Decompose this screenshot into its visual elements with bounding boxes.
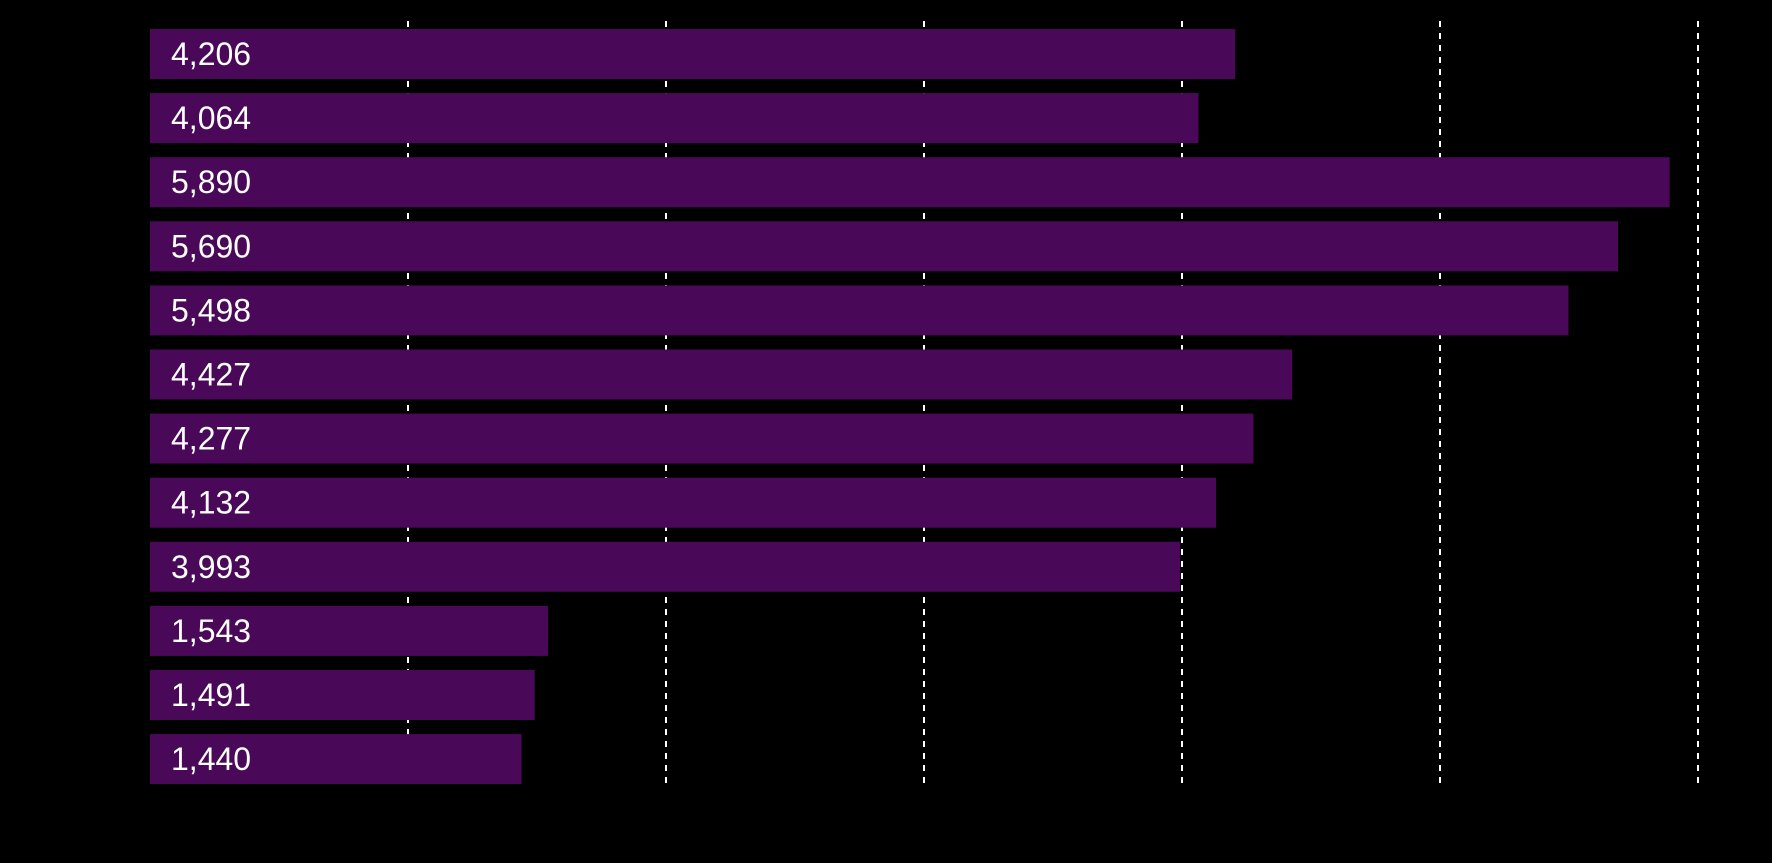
bar-7 [150,413,1254,464]
gridlines [407,21,1699,787]
bar-value-label-3: 5,890 [171,164,251,200]
bar-value-label-11: 1,491 [171,677,251,713]
bar-6 [150,349,1293,400]
bar-value-label-4: 5,690 [171,228,251,264]
bar-4 [150,221,1619,272]
bar-3 [150,157,1670,208]
bars [150,29,1670,785]
bar-12 [150,734,522,785]
bar-11 [150,670,535,720]
bar-5 [150,285,1569,336]
bar-value-label-9: 3,993 [171,549,251,585]
bar-value-label-1: 4,206 [171,36,251,72]
bar-2 [150,93,1199,144]
bar-value-label-12: 1,440 [171,741,251,777]
bar-10 [150,605,549,656]
bar-value-label-10: 1,543 [171,613,251,649]
bar-value-label-6: 4,427 [171,357,251,393]
bar-value-label-2: 4,064 [171,100,251,136]
bar-8 [150,477,1217,528]
bar-value-label-5: 5,498 [171,292,251,328]
bar-value-label-8: 4,132 [171,485,251,521]
bar-1 [150,29,1236,79]
bar-value-label-7: 4,277 [171,421,251,457]
bar-9 [150,541,1181,592]
data-labels: 4,206 4,064 5,890 5,690 5,498 4,427 4,277 4,132… [171,36,251,777]
